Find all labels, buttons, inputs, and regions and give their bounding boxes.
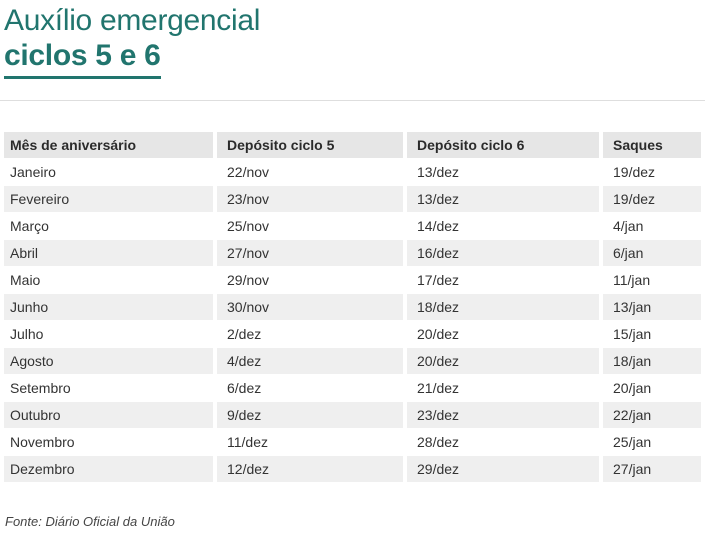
date-cell: 6/jan [603,240,701,266]
month-cell: Novembro [4,429,213,455]
month-cell: Maio [4,267,213,293]
date-cell: 2/dez [217,321,403,347]
date-cell: 19/dez [603,159,701,185]
date-cell: 6/dez [217,375,403,401]
table-row: Julho 2/dez 20/dez 15/jan [4,321,701,347]
table-row: Agosto 4/dez 20/dez 18/jan [4,348,701,374]
date-cell: 22/jan [603,402,701,428]
table-row: Março 25/nov 14/dez 4/jan [4,213,701,239]
table-header-row: Mês de aniversário Depósito ciclo 5 Depó… [4,132,701,158]
date-cell: 20/jan [603,375,701,401]
month-cell: Abril [4,240,213,266]
month-cell: Dezembro [4,456,213,482]
page-title-line2: ciclos 5 e 6 [4,39,161,79]
date-cell: 13/dez [407,186,599,212]
source-note: Fonte: Diário Oficial da União [5,514,175,529]
month-cell: Março [4,213,213,239]
date-cell: 25/nov [217,213,403,239]
date-cell: 25/jan [603,429,701,455]
page-title: Auxílio emergencial ciclos 5 e 6 [0,0,705,79]
table-row: Abril 27/nov 16/dez 6/jan [4,240,701,266]
table-row: Dezembro 12/dez 29/dez 27/jan [4,456,701,482]
column-header-deposit-cycle-5: Depósito ciclo 5 [217,132,403,158]
date-cell: 4/jan [603,213,701,239]
table-row: Maio 29/nov 17/dez 11/jan [4,267,701,293]
date-cell: 12/dez [217,456,403,482]
table-row: Janeiro 22/nov 13/dez 19/dez [4,159,701,185]
date-cell: 23/dez [407,402,599,428]
month-cell: Outubro [4,402,213,428]
month-cell: Junho [4,294,213,320]
date-cell: 20/dez [407,321,599,347]
date-cell: 13/dez [407,159,599,185]
date-cell: 4/dez [217,348,403,374]
date-cell: 29/dez [407,456,599,482]
date-cell: 30/nov [217,294,403,320]
table-row: Setembro 6/dez 21/dez 20/jan [4,375,701,401]
divider-line [0,100,705,101]
date-cell: 20/dez [407,348,599,374]
page-title-line1: Auxílio emergencial [4,4,261,37]
date-cell: 15/jan [603,321,701,347]
date-cell: 14/dez [407,213,599,239]
date-cell: 9/dez [217,402,403,428]
date-cell: 27/jan [603,456,701,482]
payment-schedule-table: Mês de aniversário Depósito ciclo 5 Depó… [0,131,705,483]
month-cell: Agosto [4,348,213,374]
date-cell: 17/dez [407,267,599,293]
date-cell: 19/dez [603,186,701,212]
date-cell: 18/jan [603,348,701,374]
date-cell: 18/dez [407,294,599,320]
date-cell: 29/nov [217,267,403,293]
table-row: Outubro 9/dez 23/dez 22/jan [4,402,701,428]
column-header-deposit-cycle-6: Depósito ciclo 6 [407,132,599,158]
date-cell: 23/nov [217,186,403,212]
table-row: Novembro 11/dez 28/dez 25/jan [4,429,701,455]
month-cell: Fevereiro [4,186,213,212]
date-cell: 11/dez [217,429,403,455]
date-cell: 27/nov [217,240,403,266]
date-cell: 21/dez [407,375,599,401]
date-cell: 16/dez [407,240,599,266]
date-cell: 28/dez [407,429,599,455]
date-cell: 11/jan [603,267,701,293]
date-cell: 13/jan [603,294,701,320]
table-row: Junho 30/nov 18/dez 13/jan [4,294,701,320]
month-cell: Setembro [4,375,213,401]
column-header-birthday-month: Mês de aniversário [4,132,213,158]
month-cell: Julho [4,321,213,347]
column-header-withdrawals: Saques [603,132,701,158]
table-row: Fevereiro 23/nov 13/dez 19/dez [4,186,701,212]
date-cell: 22/nov [217,159,403,185]
month-cell: Janeiro [4,159,213,185]
